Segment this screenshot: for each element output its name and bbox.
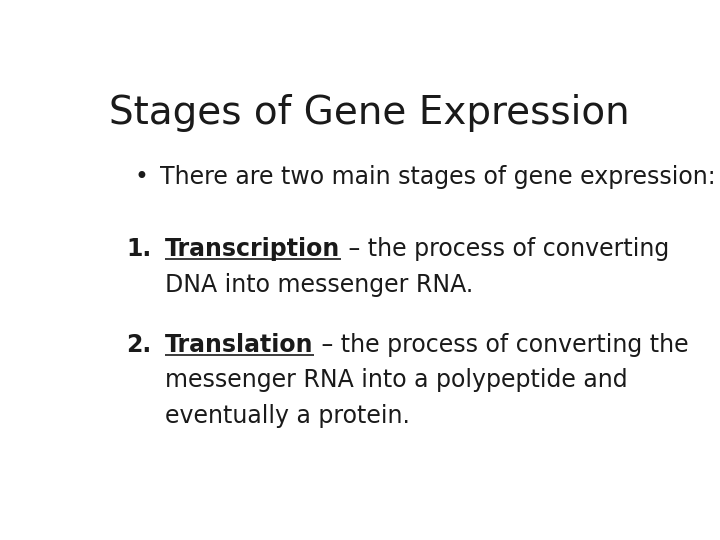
Text: – the process of converting: – the process of converting	[341, 238, 669, 261]
Text: 1.: 1.	[126, 238, 151, 261]
Text: Transcription: Transcription	[166, 238, 341, 261]
Text: 2.: 2.	[126, 333, 151, 357]
Text: Transcription – the process of converting: Transcription – the process of convertin…	[166, 238, 646, 261]
Text: eventually a protein.: eventually a protein.	[166, 404, 410, 428]
Text: messenger RNA into a polypeptide and: messenger RNA into a polypeptide and	[166, 368, 628, 393]
Text: DNA into messenger RNA.: DNA into messenger RNA.	[166, 273, 474, 296]
Text: Stages of Gene Expression: Stages of Gene Expression	[109, 94, 629, 132]
Text: – the process of converting: – the process of converting	[166, 238, 494, 261]
Text: •: •	[135, 165, 148, 188]
Text: Translation: Translation	[166, 333, 314, 357]
Text: There are two main stages of gene expression:: There are two main stages of gene expres…	[160, 165, 716, 188]
Text: – the process of converting the: – the process of converting the	[314, 333, 688, 357]
